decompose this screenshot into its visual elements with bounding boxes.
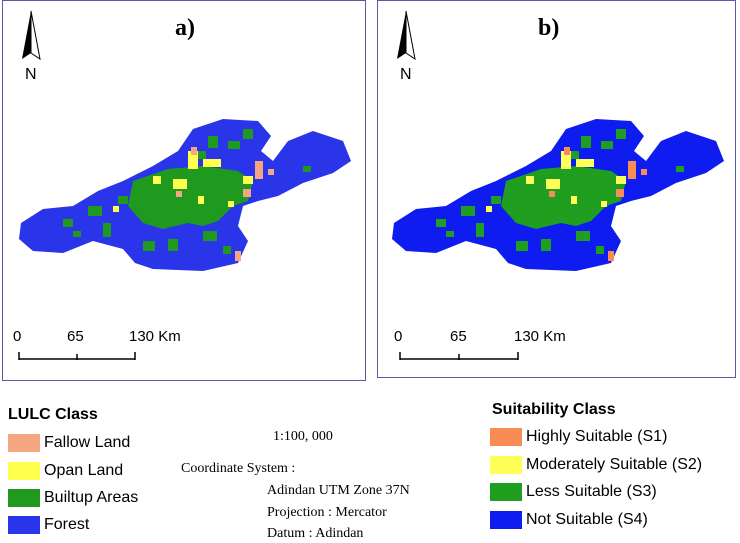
scale-label: 65 [450, 328, 467, 345]
legend-label: Less Suitable (S3) [526, 483, 657, 500]
north-arrow-icon [22, 10, 41, 61]
coordinate-system-label: Coordinate System : [181, 461, 296, 476]
scale-line [18, 352, 136, 360]
open-land-patches [113, 151, 253, 212]
legend-label: Moderately Suitable (S2) [526, 456, 703, 473]
highly-suitable-patches [549, 147, 647, 261]
less-suitable-patches [436, 129, 684, 254]
scale-label: 130 Km [129, 328, 181, 345]
legend-label: Opan Land [44, 462, 124, 479]
scale-label: 0 [13, 328, 22, 345]
legend-swatch [490, 456, 522, 474]
legend-swatch [490, 511, 522, 529]
utm-zone-text: Adindan UTM Zone 37N [267, 483, 410, 498]
legend-label: Builtup Areas [44, 489, 139, 506]
legend-swatch [8, 434, 40, 452]
north-label: N [400, 66, 412, 83]
map-scale-text: 1:100, 000 [273, 429, 333, 444]
lulc-legend-title: LULC Class [8, 406, 98, 423]
lulc-map [19, 119, 351, 271]
legend-swatch [490, 483, 522, 501]
scale-label: 65 [67, 328, 84, 345]
legend-swatch [8, 516, 40, 534]
panel-label-b: b) [538, 15, 560, 41]
legend-label: Forest [44, 516, 90, 533]
scale-bar: 0 65 130 Km [388, 328, 588, 368]
north-arrow-icon [397, 10, 416, 61]
fallow-land-patches [176, 147, 274, 261]
legend-label: Highly Suitable (S1) [526, 428, 668, 445]
suitability-legend-title: Suitability Class [492, 401, 616, 418]
scale-line [399, 352, 519, 360]
projection-text: Projection : Mercator [267, 505, 387, 520]
legend-label: Not Suitable (S4) [526, 511, 648, 528]
suitability-map [392, 119, 724, 271]
scale-bar: 0 65 130 Km [11, 328, 211, 368]
legend-swatch [8, 462, 40, 480]
map-panel-a: a) N 0 65 130 Km [2, 0, 366, 381]
moderately-suitable-patches [486, 151, 626, 212]
scale-label: 0 [394, 328, 403, 345]
datum-text: Datum : Adindan [267, 526, 364, 541]
legend-swatch [490, 428, 522, 446]
map-panel-b: b) N 0 65 130 Km [377, 0, 736, 378]
scale-label: 130 Km [514, 328, 566, 345]
legend-label: Fallow Land [44, 434, 131, 451]
legend-swatch [8, 489, 40, 507]
builtup-patches [63, 129, 311, 254]
panel-label-a: a) [175, 15, 195, 41]
north-label: N [25, 66, 37, 83]
